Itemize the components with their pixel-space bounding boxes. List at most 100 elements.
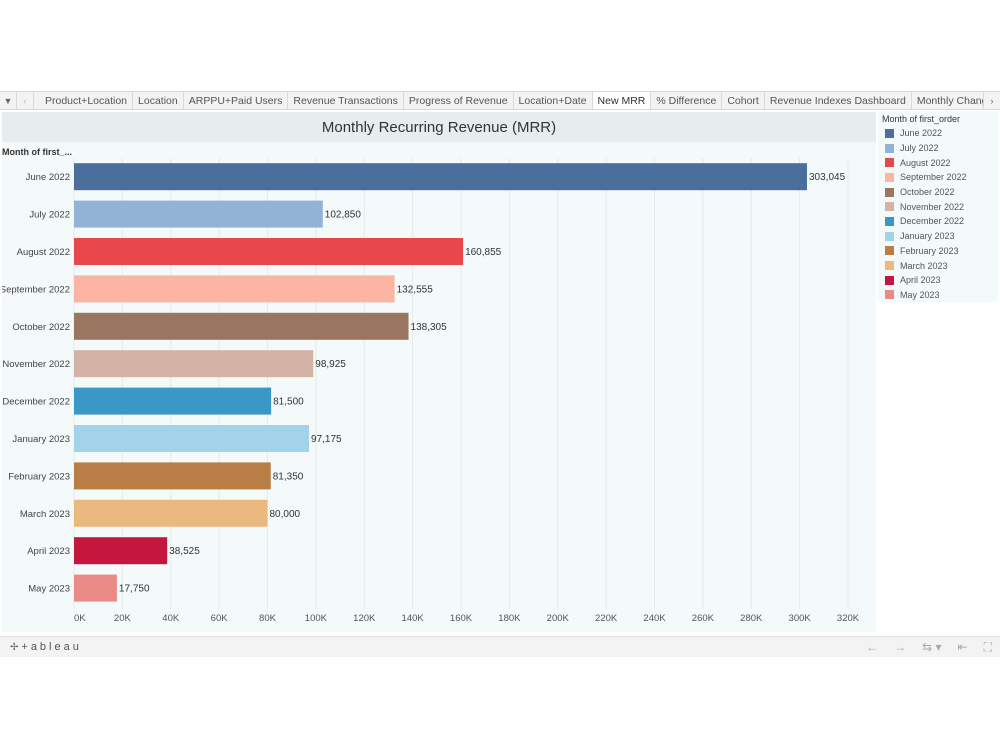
- legend-label: December 2022: [900, 216, 965, 227]
- legend-item[interactable]: February 2023: [878, 244, 998, 259]
- bar[interactable]: [74, 387, 272, 415]
- legend-swatch: [885, 143, 894, 153]
- legend-label: August 2022: [900, 157, 951, 168]
- legend-item[interactable]: November 2022: [878, 199, 998, 214]
- chart-title-text: Monthly Recurring Revenue (MRR): [321, 118, 557, 136]
- x-tick-label: 260K: [692, 613, 715, 624]
- legend-item[interactable]: May 2023: [878, 288, 998, 303]
- legend-swatch: [885, 231, 894, 241]
- bar[interactable]: [74, 238, 464, 265]
- legend-swatch: [885, 202, 894, 212]
- data-label: 81,350: [273, 471, 304, 482]
- legend-item[interactable]: June 2022: [878, 126, 998, 141]
- data-label: 38,525: [169, 546, 200, 557]
- chevron-right-icon[interactable]: ›: [983, 92, 1000, 109]
- data-label: 98,925: [315, 359, 346, 370]
- legend-item[interactable]: September 2022: [878, 170, 998, 185]
- legend-item[interactable]: July 2022: [878, 141, 998, 156]
- category-label: April 2023: [27, 546, 70, 557]
- data-label: 80,000: [270, 509, 301, 520]
- bar[interactable]: [74, 537, 168, 565]
- tab-location-date[interactable]: Location+Date: [514, 92, 593, 109]
- tableau-wordmark: +ableau: [21, 641, 82, 653]
- data-label: 160,855: [465, 247, 502, 258]
- legend-label: November 2022: [900, 201, 965, 212]
- x-tick-label: 60K: [211, 613, 229, 624]
- tableau-logo[interactable]: ✢ +ableau: [10, 641, 82, 653]
- legend-swatch: [885, 128, 894, 138]
- legend-label: July 2022: [900, 143, 939, 154]
- category-label: October 2022: [12, 322, 70, 333]
- legend-swatch: [885, 216, 894, 226]
- x-tick-label: 180K: [498, 613, 521, 624]
- bar[interactable]: [74, 462, 271, 490]
- bar[interactable]: [74, 574, 117, 602]
- category-label: September 2022: [2, 284, 70, 295]
- tab-progress-of-revenue[interactable]: Progress of Revenue: [404, 92, 514, 109]
- tab-product-location[interactable]: Product+Location: [40, 92, 134, 109]
- tab-arppu-paid-users[interactable]: ARPPU+Paid Users: [184, 92, 289, 109]
- bar[interactable]: [74, 163, 807, 191]
- x-tick-label: 40K: [162, 613, 180, 624]
- x-tick-label: 320K: [837, 613, 860, 624]
- tab-monthly-changes-i[interactable]: Monthly Changes i: [912, 92, 983, 109]
- bar[interactable]: [74, 275, 395, 303]
- legend-item[interactable]: August 2022: [878, 155, 998, 170]
- tab-revenue-indexes-dashboard[interactable]: Revenue Indexes Dashboard: [765, 92, 912, 109]
- legend-item[interactable]: October 2022: [878, 185, 998, 200]
- toolbar-tools: ← → ⇆ ▾ ⇤ ⛶: [866, 640, 992, 655]
- x-tick-label: 240K: [643, 613, 666, 624]
- category-label: November 2022: [2, 359, 70, 370]
- legend-label: June 2022: [900, 128, 943, 139]
- revert-icon[interactable]: ⇆ ▾: [922, 640, 942, 654]
- x-tick-label: 300K: [789, 613, 812, 624]
- legend-label: March 2023: [900, 260, 948, 271]
- legend-item[interactable]: December 2022: [878, 214, 998, 229]
- x-tick-label: 220K: [595, 613, 618, 624]
- tableau-cross-icon: ✢: [10, 641, 19, 653]
- tab-cohort[interactable]: Cohort: [722, 92, 765, 109]
- redo-icon[interactable]: →: [894, 640, 907, 654]
- legend-label: April 2023: [900, 275, 941, 286]
- data-label: 17,750: [119, 584, 150, 595]
- tab-new-mrr[interactable]: New MRR: [592, 92, 652, 109]
- bar[interactable]: [74, 312, 409, 340]
- bar[interactable]: [74, 200, 323, 228]
- x-tick-label: 100K: [305, 613, 328, 624]
- undo-icon[interactable]: ←: [866, 640, 879, 654]
- data-label: 81,500: [273, 397, 304, 408]
- category-label: January 2023: [12, 434, 70, 445]
- x-tick-label: 20K: [114, 613, 132, 624]
- chart-area: Month of first_... June 2022 303,045 July 2…: [2, 142, 876, 632]
- chart-title: Monthly Recurring Revenue (MRR): [2, 112, 876, 142]
- dropdown-arrow-icon[interactable]: ▼: [0, 92, 17, 109]
- category-label: July 2022: [29, 210, 70, 221]
- category-label: August 2022: [17, 247, 70, 258]
- bar[interactable]: [74, 425, 310, 452]
- category-label: March 2023: [20, 509, 70, 520]
- category-label: May 2023: [28, 584, 70, 595]
- legend-items: June 2022 July 2022 August 2022 September 2…: [878, 126, 998, 302]
- sheet-tabs: Product+Location Location ARPPU+Paid Users…: [34, 92, 983, 109]
- fullscreen-icon[interactable]: ⛶: [983, 639, 992, 654]
- reset-icon[interactable]: ⇤: [957, 640, 968, 654]
- legend-swatch: [885, 290, 894, 300]
- legend-item[interactable]: January 2023: [878, 229, 998, 244]
- bar[interactable]: [74, 499, 268, 527]
- data-label: 138,305: [411, 322, 448, 333]
- bar[interactable]: [74, 350, 314, 378]
- legend-swatch: [885, 261, 894, 271]
- legend-item[interactable]: April 2023: [878, 273, 998, 288]
- bottom-toolbar: ✢ +ableau ← → ⇆ ▾ ⇤ ⛶: [0, 636, 1000, 657]
- legend-item[interactable]: March 2023: [878, 258, 998, 273]
- category-label: June 2022: [26, 172, 70, 183]
- tab-revenue-transactions[interactable]: Revenue Transactions: [288, 92, 404, 109]
- x-tick-label: 200K: [547, 613, 570, 624]
- row-header: Month of first_...: [2, 147, 72, 157]
- category-label: February 2023: [8, 471, 70, 482]
- x-tick-label: 140K: [402, 613, 425, 624]
- legend-swatch: [885, 275, 894, 285]
- tab-difference[interactable]: % Difference: [651, 92, 723, 109]
- tab-location[interactable]: Location: [133, 92, 184, 109]
- chevron-left-icon[interactable]: ‹: [17, 92, 34, 109]
